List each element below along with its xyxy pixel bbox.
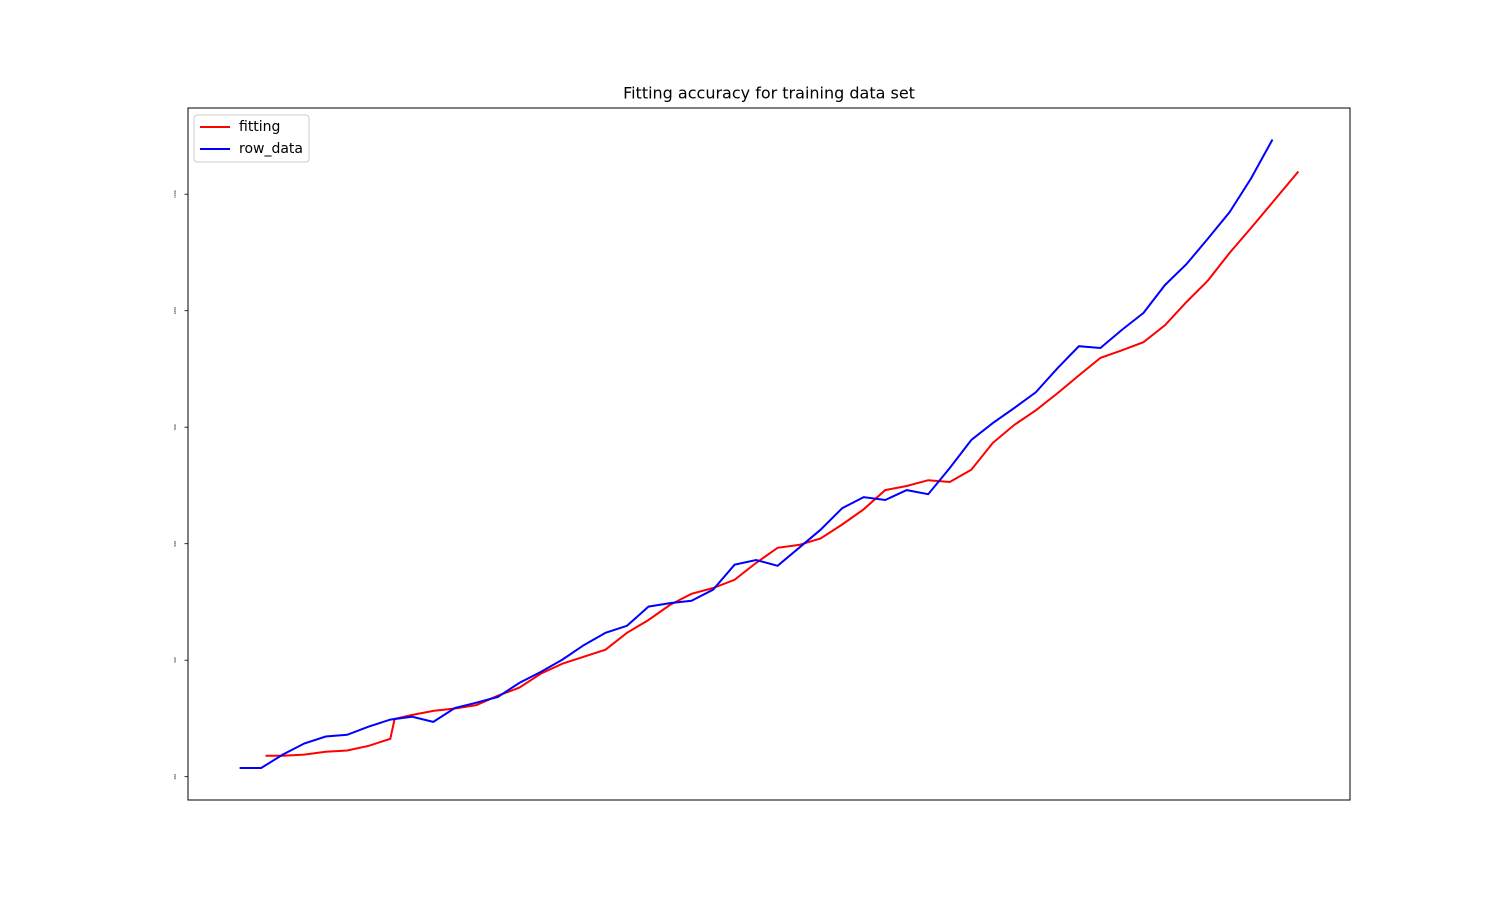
y-tick-label: 400 [173, 657, 177, 663]
y-tick-label: 1200 [173, 190, 177, 198]
legend-label: fitting [239, 119, 280, 135]
line-series [265, 170, 1300, 757]
y-tick-label: 600 [173, 541, 177, 547]
y-tick-label: 200 [173, 774, 177, 780]
legend-label: row_data [239, 141, 303, 157]
chart-title: Fitting accuracy for training data set [623, 84, 915, 103]
y-tick-label: 1000 [173, 307, 177, 315]
plot-frame [187, 107, 1351, 801]
line-series [239, 139, 1274, 769]
y-tick-label: 800 [173, 424, 177, 430]
